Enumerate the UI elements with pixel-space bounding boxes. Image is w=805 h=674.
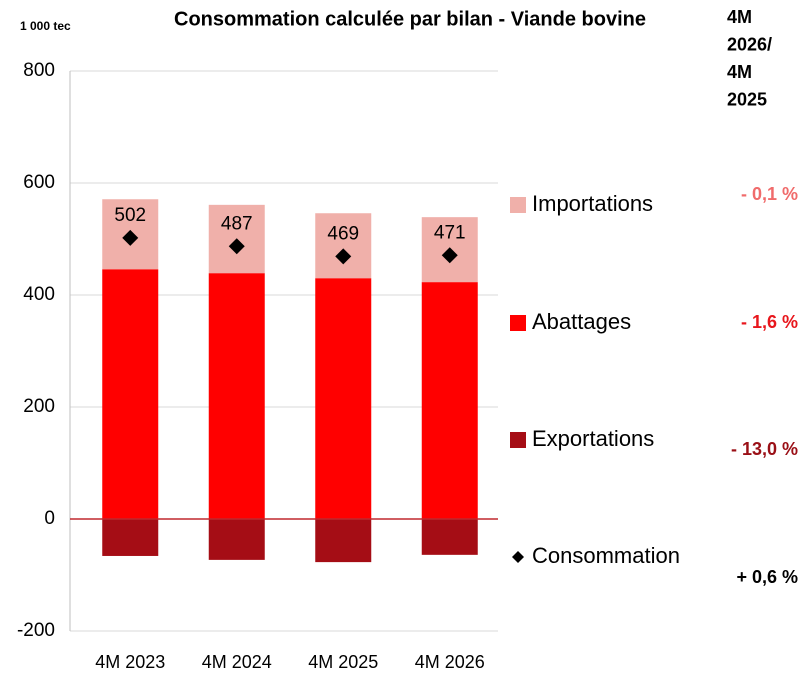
marker (335, 248, 352, 265)
bar-segment (421, 519, 478, 555)
data-label: 471 (434, 222, 466, 243)
legend-swatch (510, 197, 526, 213)
change-value: - 1,6 % (741, 312, 798, 332)
legend-marker (512, 551, 524, 563)
bar-segment (315, 213, 372, 279)
bar-segment (315, 278, 372, 519)
y-tick-label: 0 (44, 508, 55, 529)
bar-segment (315, 519, 372, 563)
marker (122, 229, 139, 246)
bar-segment (421, 282, 478, 519)
bar-segment (208, 273, 265, 519)
change-header: 2025 (727, 89, 767, 109)
y-tick-label: 600 (23, 172, 55, 193)
x-tick-label: 4M 2025 (308, 652, 378, 672)
x-tick-label: 4M 2026 (415, 652, 485, 672)
x-tick-label: 4M 2023 (95, 652, 165, 672)
data-label: 487 (221, 213, 253, 234)
change-header: 4M (727, 7, 752, 27)
data-label: 469 (327, 223, 359, 244)
bar-segment (102, 269, 159, 519)
change-value: - 13,0 % (731, 439, 798, 459)
marker (441, 247, 458, 264)
unit-label: 1 000 tec (20, 19, 71, 33)
legend-swatch (510, 432, 526, 448)
change-value: + 0,6 % (736, 567, 798, 587)
y-tick-label: 200 (23, 396, 55, 417)
x-tick-label: 4M 2024 (202, 652, 272, 672)
bar-segment (102, 519, 159, 556)
change-header: 4M (727, 62, 752, 82)
legend-label: Exportations (532, 426, 654, 451)
bar-segment (208, 519, 265, 560)
y-tick-label: 400 (23, 284, 55, 305)
marker (228, 238, 245, 255)
y-tick-label: 800 (23, 60, 55, 81)
data-label: 502 (114, 205, 146, 226)
legend-label: Importations (532, 191, 653, 216)
legend-label: Abattages (532, 309, 631, 334)
change-header: 2026/ (727, 34, 772, 54)
y-tick-label: -200 (17, 620, 55, 641)
legend-swatch (510, 315, 526, 331)
change-value: - 0,1 % (741, 184, 798, 204)
chart-title: Consommation calculée par bilan - Viande… (174, 8, 646, 30)
legend-label: Consommation (532, 543, 680, 568)
